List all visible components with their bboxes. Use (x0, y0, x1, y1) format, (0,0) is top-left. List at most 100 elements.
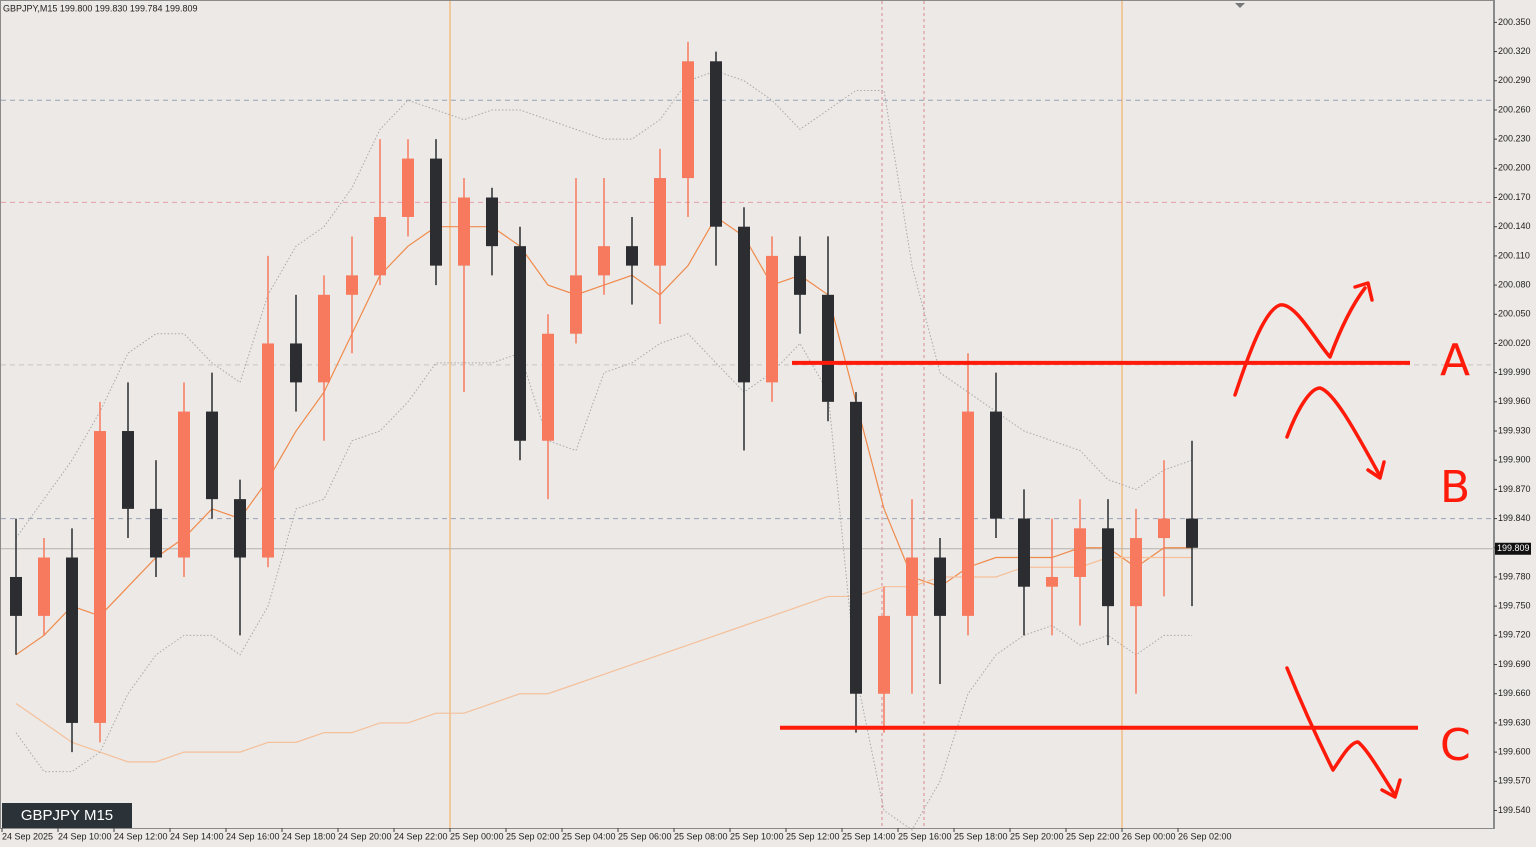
x-tick-label: 25 Sep 16:00 (898, 831, 952, 841)
y-tick-label: 199.660 (1498, 688, 1531, 698)
y-tick-label: 200.140 (1498, 221, 1531, 231)
y-tick-label: 200.170 (1498, 192, 1531, 202)
candle-body (66, 557, 78, 723)
candle-body (262, 343, 274, 558)
x-tick-label: 26 Sep 02:00 (1178, 831, 1232, 841)
candle-body (458, 197, 470, 266)
arrow-b-head (1366, 460, 1386, 480)
y-tick-label: 200.260 (1498, 104, 1531, 114)
candle-body (1102, 528, 1114, 607)
candle-body (430, 158, 442, 266)
candle-body (10, 576, 22, 616)
y-tick-label: 199.690 (1498, 659, 1531, 669)
candle-body (514, 246, 526, 441)
x-tick-label: 25 Sep 22:00 (1066, 831, 1120, 841)
y-tick-label: 199.570 (1498, 776, 1531, 786)
candle-body (990, 411, 1002, 519)
candle-body (1018, 518, 1030, 587)
last-price-label: 199.809 (1497, 543, 1530, 553)
y-tick-label: 200.110 (1498, 250, 1530, 260)
candle-body (38, 557, 50, 616)
y-tick-label: 200.020 (1498, 338, 1531, 348)
candle-body (878, 615, 890, 694)
candle-body (934, 557, 946, 616)
x-tick-label: 25 Sep 02:00 (506, 831, 560, 841)
shift-marker (1235, 3, 1245, 8)
candle-body (1130, 538, 1142, 607)
x-tick-label: 24 Sep 20:00 (338, 831, 392, 841)
candle-body (542, 333, 554, 441)
x-tick-label: 25 Sep 08:00 (674, 831, 728, 841)
candle-body (346, 275, 358, 295)
candle-body (290, 343, 302, 383)
candle-body (122, 431, 134, 509)
indicator-line (15, 70, 1193, 539)
candle-body (850, 401, 862, 694)
x-tick-label: 24 Sep 10:00 (58, 831, 112, 841)
candle-body (822, 294, 834, 402)
annotation-label: B (1440, 462, 1470, 513)
candle-body (766, 255, 778, 383)
x-tick-label: 24 Sep 14:00 (170, 831, 224, 841)
y-tick-label: 200.200 (1498, 163, 1531, 173)
candle-body (626, 246, 638, 266)
y-tick-label: 200.230 (1498, 134, 1531, 144)
y-tick-label: 200.050 (1498, 309, 1531, 319)
y-tick-label: 199.780 (1498, 571, 1531, 581)
arrow-c (1285, 666, 1397, 797)
annotation-label: C (1440, 720, 1471, 771)
candle-body (178, 411, 190, 558)
candle-body (738, 226, 750, 383)
x-tick-label: 25 Sep 00:00 (450, 831, 504, 841)
x-tick-label: 25 Sep 04:00 (562, 831, 616, 841)
x-tick-label: 24 Sep 16:00 (226, 831, 280, 841)
candle-body (150, 508, 162, 558)
candle-body (682, 61, 694, 179)
y-tick-label: 199.750 (1498, 601, 1531, 611)
candle-body (374, 216, 386, 276)
candle-body (1046, 576, 1058, 587)
x-tick-label: 24 Sep 22:00 (394, 831, 448, 841)
x-tick-label: 25 Sep 06:00 (618, 831, 672, 841)
y-tick-label: 200.350 (1498, 17, 1531, 27)
y-tick-label: 199.630 (1498, 717, 1531, 727)
y-tick-label: 199.720 (1498, 630, 1531, 640)
y-tick-label: 199.600 (1498, 746, 1531, 756)
candle-body (1158, 518, 1170, 539)
y-tick-label: 199.990 (1498, 367, 1531, 377)
candle-body (570, 275, 582, 334)
candle-body (1186, 518, 1198, 548)
header: GBPJPY,M15 199.800 199.830 199.784 199.8… (3, 3, 198, 13)
x-tick-label: 24 Sep 12:00 (114, 831, 168, 841)
drawn-arrows (1233, 281, 1402, 799)
x-tick-label: 25 Sep 18:00 (954, 831, 1008, 841)
x-tick-label: 24 Sep 2025 (2, 831, 53, 841)
candle-body (234, 499, 246, 558)
y-tick-label: 199.870 (1498, 484, 1531, 494)
candle-body (794, 255, 806, 295)
symbol-badge (2, 803, 132, 828)
candle-body (318, 294, 330, 383)
candle-body (1074, 528, 1086, 577)
y-tick-label: 199.930 (1498, 425, 1531, 435)
plot-frame (0, 0, 1494, 829)
y-tick-label: 199.900 (1498, 455, 1531, 465)
candle-body (654, 178, 666, 266)
price-axis (1494, 0, 1536, 847)
x-tick-label: 24 Sep 18:00 (282, 831, 336, 841)
annotation-label: A (1440, 335, 1470, 386)
y-tick-label: 199.960 (1498, 396, 1531, 406)
candle-body (598, 246, 610, 276)
x-tick-label: 26 Sep 00:00 (1122, 831, 1176, 841)
candle-body (206, 411, 218, 500)
x-tick-label: 25 Sep 10:00 (730, 831, 784, 841)
y-tick-label: 200.290 (1498, 75, 1531, 85)
y-tick-label: 200.320 (1498, 46, 1531, 56)
candle-body (94, 431, 106, 723)
arrow-a-head (1353, 281, 1374, 302)
x-tick-label: 25 Sep 20:00 (1010, 831, 1064, 841)
candle-body (962, 411, 974, 616)
